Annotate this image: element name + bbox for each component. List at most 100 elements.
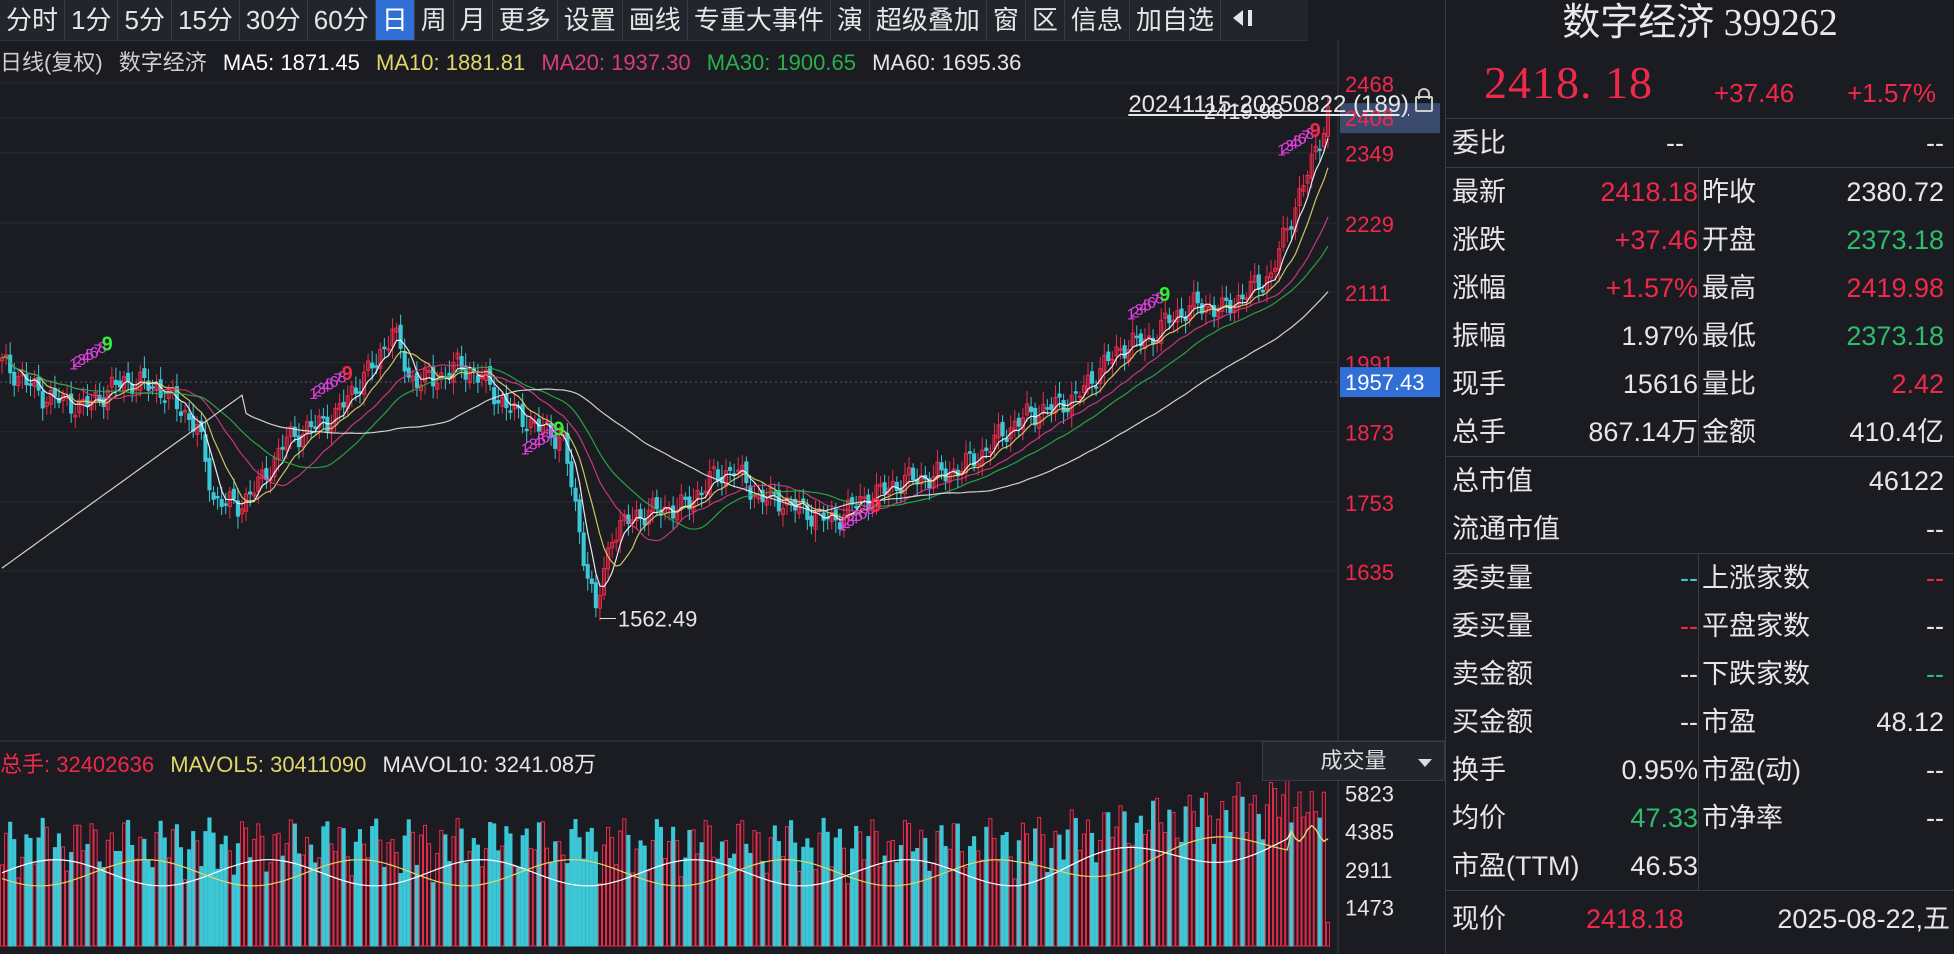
field-label: 涨跌 bbox=[1452, 225, 1506, 255]
td-count-mark: 3 bbox=[77, 352, 86, 369]
period-tab-14[interactable]: 超级叠加 bbox=[870, 0, 987, 40]
period-tab-13[interactable]: 演 bbox=[831, 0, 870, 40]
volume-bar bbox=[923, 837, 928, 947]
period-tab-7[interactable]: 周 bbox=[415, 0, 454, 40]
candle-body bbox=[1179, 308, 1184, 316]
candle-body bbox=[48, 389, 53, 405]
volume-bar bbox=[719, 841, 724, 947]
period-tab-4[interactable]: 30分 bbox=[240, 0, 308, 40]
td-count-mark: 2 bbox=[525, 439, 534, 456]
td-count-mark: 7 bbox=[334, 372, 343, 389]
period-tab-9[interactable]: 更多 bbox=[493, 0, 558, 40]
float-mktcap-row: 流通市值 -- bbox=[1446, 505, 1954, 554]
candle-body bbox=[565, 432, 570, 464]
field-value: 2373.18 bbox=[1846, 225, 1944, 255]
candle-body bbox=[524, 428, 529, 432]
quote-row: 市盈(TTM) 46.53 bbox=[1446, 842, 1954, 890]
td-count-mark: 3 bbox=[529, 437, 538, 454]
field-value: -- bbox=[1680, 611, 1698, 641]
volume-bar bbox=[500, 845, 505, 947]
volume-bar bbox=[1260, 839, 1265, 947]
candle-body bbox=[109, 376, 114, 388]
volume-bar bbox=[850, 848, 855, 947]
period-tab-0[interactable]: 分时 bbox=[0, 0, 66, 40]
quote-grid: 最新 2418.18 昨收 2380.72 涨跌 +37.46 开盘 2373.18 涨幅 +1.… bbox=[1446, 168, 1954, 457]
volume-bar bbox=[158, 820, 163, 947]
td-count-mark: 5 bbox=[537, 432, 546, 449]
volume-bar bbox=[894, 862, 899, 947]
td-count-mark: 6 bbox=[1297, 131, 1306, 148]
candle-body bbox=[1077, 395, 1082, 398]
period-tab-12[interactable]: 专重大事件 bbox=[688, 0, 831, 40]
volume-bar bbox=[406, 819, 411, 947]
column-divider bbox=[1698, 168, 1699, 456]
field-label: 委买量 bbox=[1452, 611, 1533, 641]
field-label: 下跌家数 bbox=[1702, 659, 1810, 689]
weibi-value2: -- bbox=[1926, 128, 1944, 158]
indicator-selector-label: 成交量 bbox=[1320, 748, 1387, 773]
period-tab-18[interactable]: 加自选 bbox=[1130, 0, 1221, 40]
indicator-selector[interactable]: 成交量 bbox=[1262, 741, 1445, 781]
field-label: 金额 bbox=[1702, 417, 1756, 447]
volume-bar bbox=[467, 851, 472, 947]
field-label: 市盈(动) bbox=[1702, 755, 1801, 785]
volume-bar bbox=[130, 844, 135, 947]
period-tab-16[interactable]: 区 bbox=[1026, 0, 1065, 40]
field-value: 15616 bbox=[1622, 369, 1698, 399]
period-tab-5[interactable]: 60分 bbox=[308, 0, 376, 40]
period-tab-11[interactable]: 画线 bbox=[623, 0, 688, 40]
volume-bar bbox=[447, 861, 452, 947]
quote-row: 委卖量 -- 上涨家数 -- bbox=[1446, 554, 1954, 602]
volume-bar bbox=[1167, 809, 1172, 947]
td-count-mark: 8 bbox=[549, 425, 558, 442]
period-tab-2[interactable]: 5分 bbox=[118, 0, 172, 40]
volume-bar bbox=[626, 834, 631, 947]
period-tab-15[interactable]: 窗 bbox=[987, 0, 1026, 40]
quote-row: 换手 0.95% 市盈(动) -- bbox=[1446, 746, 1954, 794]
volume-bar bbox=[398, 873, 403, 947]
kline-chart[interactable]: 2468240823492229211119911873175316352408… bbox=[0, 41, 1445, 954]
period-tab-17[interactable]: 信息 bbox=[1065, 0, 1130, 40]
kline-svg[interactable]: 2468240823492229211119911873175316352408… bbox=[0, 41, 1445, 954]
volume-bar bbox=[935, 831, 940, 947]
candle-body bbox=[1122, 345, 1127, 359]
period-tab-3[interactable]: 15分 bbox=[172, 0, 240, 40]
volume-bar bbox=[296, 853, 301, 947]
period-tab-1[interactable]: 1分 bbox=[65, 0, 119, 40]
candle-body bbox=[1098, 368, 1103, 385]
period-range-label[interactable]: 20241115-20250822 (189) bbox=[1128, 87, 1433, 119]
volume-bar bbox=[8, 821, 13, 947]
volume-bar bbox=[1277, 816, 1282, 947]
price-tick-label: 2229 bbox=[1345, 212, 1394, 237]
candle-body bbox=[1203, 305, 1208, 313]
volume-bar bbox=[463, 862, 468, 947]
candle-body bbox=[1167, 314, 1172, 324]
candle-body bbox=[1285, 228, 1290, 231]
period-tab-6[interactable]: 日 bbox=[375, 0, 415, 40]
volume-bar bbox=[427, 843, 432, 947]
volume-bar bbox=[837, 828, 842, 947]
volume-bar bbox=[73, 824, 78, 947]
candle-body bbox=[1224, 297, 1229, 301]
volume-bar bbox=[882, 855, 887, 947]
volume-bar bbox=[1142, 833, 1147, 947]
collapse-panel-icon[interactable] bbox=[1221, 0, 1265, 40]
td-count-mark: 4 bbox=[81, 349, 90, 366]
period-tab-10[interactable]: 设置 bbox=[558, 0, 623, 40]
candle-body bbox=[683, 496, 688, 500]
lock-icon[interactable] bbox=[1415, 87, 1433, 112]
candle-body bbox=[597, 594, 602, 609]
candle-body bbox=[378, 349, 383, 369]
volume-bar bbox=[431, 882, 436, 947]
td-count-mark: 2 bbox=[1281, 140, 1290, 157]
candle-body bbox=[211, 492, 216, 500]
volume-bar bbox=[1212, 843, 1217, 947]
volume-bar bbox=[207, 817, 212, 947]
period-tab-8[interactable]: 月 bbox=[454, 0, 493, 40]
candle-body bbox=[972, 453, 977, 467]
td-count-mark: 1 bbox=[521, 441, 530, 458]
volume-bar bbox=[1228, 831, 1233, 947]
volume-bar bbox=[1033, 828, 1038, 947]
volume-bar bbox=[540, 821, 546, 947]
td-count-mark: 7 bbox=[94, 342, 103, 359]
